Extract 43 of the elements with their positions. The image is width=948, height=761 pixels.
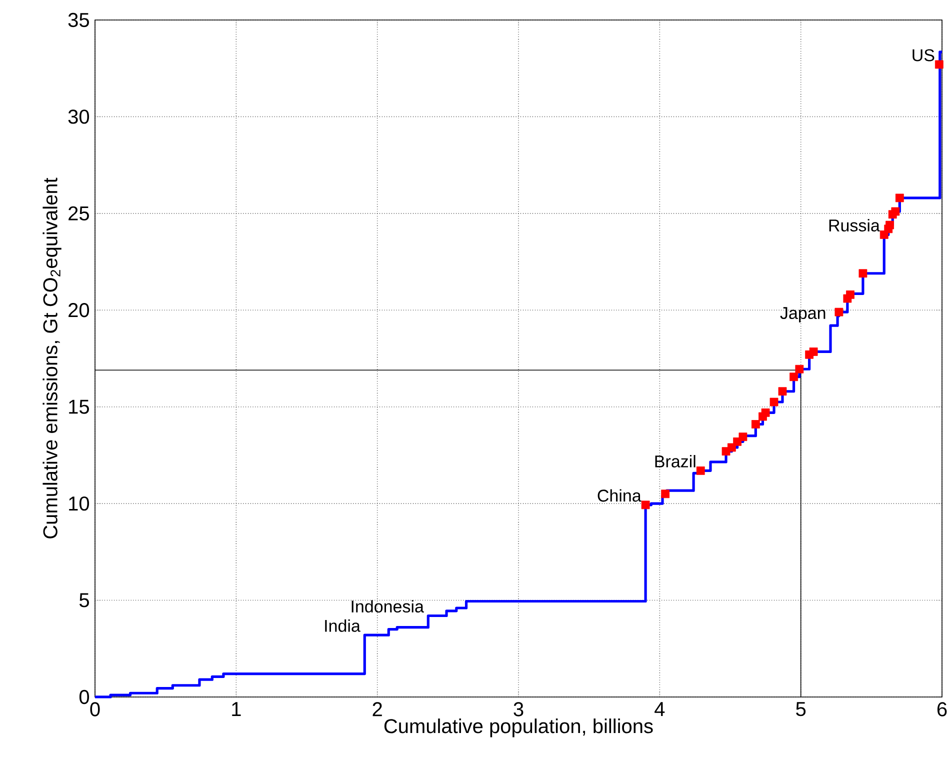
point [934, 60, 944, 69]
point [809, 348, 818, 356]
point [891, 207, 900, 216]
point [886, 220, 894, 230]
x-tick-label: 6 [937, 702, 947, 716]
y-tick-label: 5 [79, 593, 89, 608]
point [661, 490, 670, 498]
annotation: China [598, 489, 642, 502]
y-tick-label: 15 [69, 400, 89, 414]
point [751, 420, 760, 428]
annotation: Russia [829, 219, 880, 232]
point [795, 364, 804, 374]
point [858, 269, 868, 278]
x-tick-label: 0 [90, 702, 100, 716]
point [770, 398, 778, 406]
y-tick-label: 0 [79, 690, 90, 704]
point [846, 290, 854, 299]
point [641, 500, 650, 510]
y-axis-title: Cumulative emissions, Gt CO$_{2}$equivalent [42, 178, 62, 538]
point [738, 432, 748, 442]
point [727, 443, 736, 452]
annotation: Brazil [655, 454, 696, 468]
point [834, 308, 844, 316]
x-tick-label: 5 [796, 702, 806, 716]
annotation: India [325, 619, 360, 632]
point [790, 372, 798, 382]
x-tick-label: 1 [232, 702, 241, 716]
x-axis-title: Cumulative population, billions [384, 718, 653, 738]
point [696, 466, 705, 475]
point [895, 194, 904, 202]
y-tick-label: 25 [68, 206, 89, 220]
x-tick-label: 2 [372, 702, 382, 716]
y-tick-label: 20 [68, 303, 90, 318]
y-tick-label: 10 [69, 496, 90, 511]
annotation: US [912, 49, 934, 62]
x-tick-label: 3 [514, 702, 524, 716]
annotation: Japan [780, 307, 826, 322]
x-tick-label: 4 [654, 702, 665, 716]
y-tick-label: 30 [68, 110, 90, 124]
point [778, 387, 787, 396]
annotation: Indonesia [352, 600, 424, 613]
y-tick-label: 35 [68, 12, 89, 28]
point [761, 408, 770, 417]
